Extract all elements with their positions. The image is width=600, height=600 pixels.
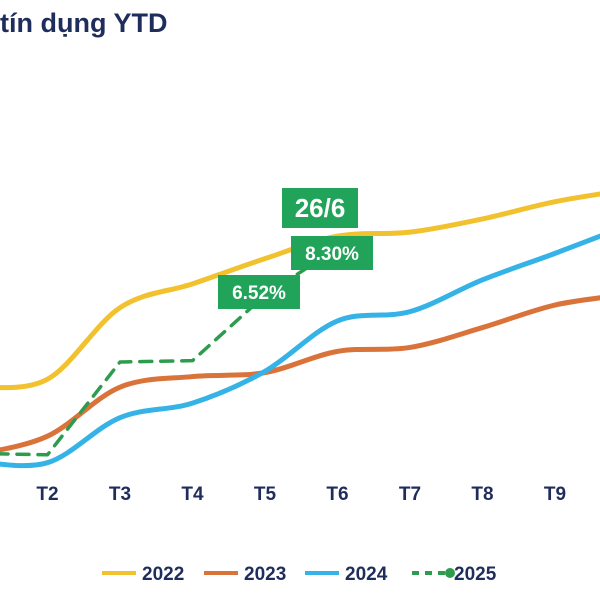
annotation-t6-value: 8.30% <box>291 236 373 270</box>
annotation-date-text: 26/6 <box>295 193 346 223</box>
x-tick-label: T2 <box>36 484 58 505</box>
x-tick-label: T5 <box>254 484 277 505</box>
series-lines <box>0 191 600 469</box>
legend-label: 2023 <box>244 564 286 585</box>
x-tick-label: T7 <box>399 484 421 505</box>
x-tick-label: T4 <box>181 484 204 505</box>
annotation-date: 26/6 <box>282 188 358 228</box>
x-tick-label: T9 <box>544 484 566 505</box>
annotation-t5-value: 6.52% <box>218 275 300 309</box>
x-tick-label: T8 <box>471 484 493 505</box>
legend-item-2023: 2023 <box>204 564 286 585</box>
annotation-t5-value-text: 6.52% <box>232 283 286 304</box>
legend-item-2024: 2024 <box>305 564 388 585</box>
x-tick-label: T6 <box>326 484 348 505</box>
annotation-t6-value-text: 8.30% <box>305 244 359 265</box>
legend-marker <box>445 568 455 578</box>
legend-label: 2022 <box>142 564 184 585</box>
legend-item-2022: 2022 <box>102 564 184 585</box>
legend-item-2025: 2025 <box>412 564 497 585</box>
series-line-2024 <box>0 233 600 469</box>
legend: 2022 2023 2024 2025 <box>102 564 497 585</box>
chart-title: tín dụng YTD <box>0 8 168 38</box>
annotations: 6.52% 8.30% 26/6 <box>218 188 373 309</box>
legend-label: 2024 <box>345 564 388 585</box>
series-line-2023 <box>0 295 600 453</box>
x-tick-label: T3 <box>109 484 131 505</box>
x-axis-ticks: T2 T3 T4 T5 T6 T7 T8 T9 <box>36 484 566 505</box>
legend-label: 2025 <box>454 564 497 585</box>
